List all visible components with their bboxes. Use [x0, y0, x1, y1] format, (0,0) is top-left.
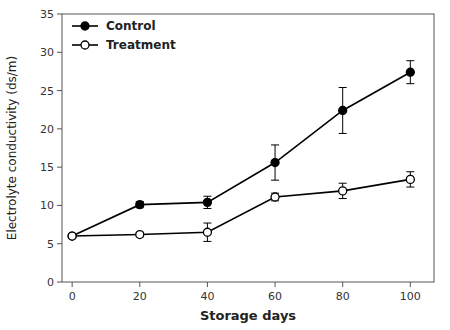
series-line: [72, 72, 410, 236]
error-bar: [203, 196, 211, 208]
point: [339, 106, 347, 114]
error-bar: [136, 202, 144, 208]
y-tick: [57, 243, 62, 244]
y-tick: [57, 128, 62, 129]
error-bar-cap: [203, 223, 211, 224]
x-tick-label: 80: [336, 290, 350, 303]
error-bar: [406, 61, 414, 84]
x-tick-label: 0: [69, 290, 76, 303]
error-bar: [406, 172, 414, 187]
legend-label: Control: [106, 19, 156, 33]
error-bar-cap: [339, 87, 347, 88]
y-axis-label: Electrolyte conductivity (ds/m): [5, 56, 19, 240]
point: [68, 232, 76, 240]
y-tick: [57, 14, 62, 15]
x-tick: [207, 282, 208, 287]
y-tick-label: 15: [40, 161, 54, 174]
point: [203, 198, 211, 206]
error-bar: [271, 193, 279, 201]
y-tick-label: 5: [47, 238, 54, 251]
error-bar-cap: [339, 198, 347, 199]
error-bar-cap: [406, 83, 414, 84]
error-bar-cap: [203, 208, 211, 209]
y-tick-label: 20: [40, 123, 54, 136]
y-tick-label: 35: [40, 8, 54, 21]
error-bar-cap: [339, 133, 347, 134]
series: [68, 172, 414, 242]
series-line: [72, 179, 410, 236]
y-tick: [57, 52, 62, 53]
error-bar-cap: [203, 196, 211, 197]
y-tick: [57, 205, 62, 206]
y-tick: [57, 282, 62, 283]
y-tick-label: 0: [47, 276, 54, 289]
plot-frame: [62, 14, 434, 282]
x-tick: [72, 282, 73, 287]
y-tick-label: 30: [40, 46, 54, 59]
x-tick-label: 60: [268, 290, 282, 303]
point: [339, 187, 347, 195]
x-tick: [139, 282, 140, 287]
x-tick: [410, 282, 411, 287]
x-axis-label: Storage days: [200, 308, 296, 323]
point: [406, 68, 414, 76]
point: [406, 175, 414, 183]
legend-marker: [81, 41, 89, 49]
legend-label: Treatment: [106, 38, 176, 52]
x-tick-label: 100: [400, 290, 421, 303]
y-tick: [57, 90, 62, 91]
error-bar-cap: [406, 60, 414, 61]
y-tick-label: 10: [40, 199, 54, 212]
y-tick-label: 25: [40, 85, 54, 98]
y-tick: [57, 167, 62, 168]
x-tick-label: 20: [133, 290, 147, 303]
point: [203, 228, 211, 236]
point: [271, 159, 279, 167]
error-bar-cap: [406, 187, 414, 188]
error-bar: [339, 88, 347, 134]
point: [136, 231, 144, 239]
error-bar-cap: [203, 241, 211, 242]
error-bar: [271, 145, 279, 180]
x-tick-label: 40: [200, 290, 214, 303]
legend: Control Treatment: [72, 19, 176, 52]
point: [136, 201, 144, 209]
point: [271, 193, 279, 201]
point: [68, 232, 76, 240]
error-bar-cap: [271, 180, 279, 181]
chart: 0 20 40 60 80 100 0 5 10 15 20 25 30 35 Storage days El…: [0, 0, 450, 330]
error-bar-cap: [271, 144, 279, 145]
error-bar: [339, 183, 347, 198]
legend-marker: [81, 22, 89, 30]
plot-area: [68, 61, 414, 242]
error-bar-cap: [406, 171, 414, 172]
error-bar-cap: [339, 183, 347, 184]
x-tick: [342, 282, 343, 287]
x-tick: [275, 282, 276, 287]
series: [68, 61, 414, 240]
error-bar: [203, 223, 211, 241]
